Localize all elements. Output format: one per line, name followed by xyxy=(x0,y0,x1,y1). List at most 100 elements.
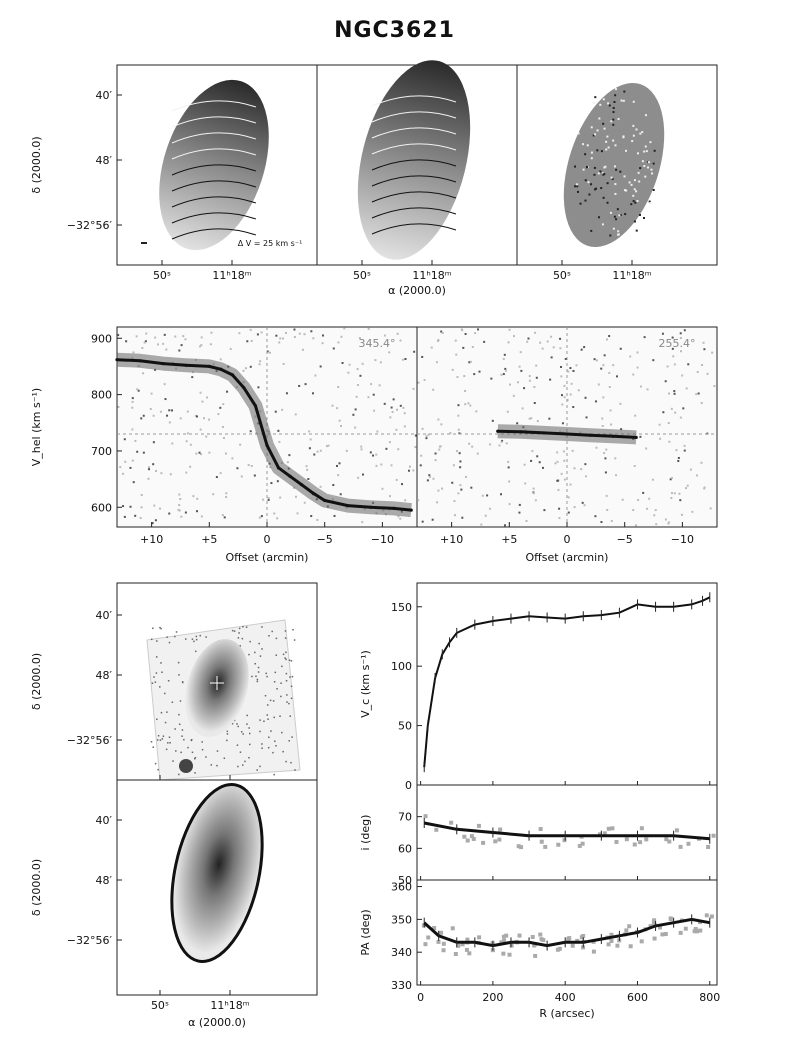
residual-pixel xyxy=(584,199,587,202)
pv-noise-pixel xyxy=(250,339,253,342)
pv-noise-pixel xyxy=(184,338,187,341)
optical-background-star xyxy=(236,723,238,725)
pv-noise-pixel xyxy=(458,432,461,435)
pv-noise-pixel xyxy=(474,332,477,335)
pv-noise-pixel xyxy=(489,507,492,510)
pv-noise-pixel xyxy=(171,442,174,445)
optical-background-star xyxy=(160,627,162,630)
optical-background-star xyxy=(242,625,244,628)
pv-noise-pixel xyxy=(404,357,407,360)
optical-background-star xyxy=(263,720,265,723)
pv-noise-pixel xyxy=(238,332,241,335)
pv-noise-pixel xyxy=(701,364,704,367)
optical-background-star xyxy=(187,746,189,749)
pv-noise-pixel xyxy=(491,419,494,422)
pv-noise-pixel xyxy=(219,472,222,475)
pv-noise-pixel xyxy=(566,399,569,402)
optical-background-star xyxy=(259,765,261,768)
pv-noise-pixel xyxy=(372,454,375,457)
pv-noise-pixel xyxy=(247,463,250,466)
pv-noise-pixel xyxy=(117,334,120,337)
pv-noise-pixel xyxy=(500,493,503,496)
ring-fit-point xyxy=(539,839,544,844)
ring-fit-point xyxy=(538,827,543,832)
pv-noise-pixel xyxy=(339,424,342,427)
optical-background-star xyxy=(181,729,184,731)
pv-noise-pixel xyxy=(310,330,313,333)
isovelocity-contour xyxy=(371,143,457,155)
residual-pixel xyxy=(622,99,625,102)
pv-noise-pixel xyxy=(244,367,247,370)
pv-noise-pixel xyxy=(189,443,192,446)
ra-axis-label: α (2000.0) xyxy=(188,1016,246,1029)
pv-noise-pixel xyxy=(375,464,378,467)
pv-noise-pixel xyxy=(457,492,460,495)
pv-point xyxy=(230,373,234,377)
pv-noise-pixel xyxy=(275,334,278,337)
optical-background-star xyxy=(180,751,182,754)
pv-noise-pixel xyxy=(670,407,673,410)
pv-noise-pixel xyxy=(378,384,381,387)
optical-background-star xyxy=(165,748,168,751)
ring-fit-point xyxy=(423,814,428,819)
pv-noise-pixel xyxy=(200,515,203,518)
dec-tick-label: 48′ xyxy=(96,669,113,682)
residual-pixel xyxy=(593,188,596,191)
pv-noise-pixel xyxy=(581,501,584,504)
pv-noise-pixel xyxy=(620,428,623,431)
pv-noise-pixel xyxy=(355,395,358,398)
optical-background-star xyxy=(239,751,242,753)
pv-noise-pixel xyxy=(201,400,204,403)
ring-fit-point xyxy=(579,935,584,940)
pv-noise-pixel xyxy=(185,471,188,474)
residual-pixel xyxy=(606,201,609,204)
pv-noise-pixel xyxy=(673,363,676,366)
residual-pixel xyxy=(615,218,618,221)
optical-background-star xyxy=(288,659,291,662)
residual-pixel xyxy=(576,185,579,188)
ring-fit-point xyxy=(610,826,615,831)
optical-background-star xyxy=(290,660,293,662)
isovelocity-contour xyxy=(171,148,257,160)
optical-background-star xyxy=(162,735,165,737)
ra-tick-label: 50ˢ xyxy=(153,269,171,282)
pv-point xyxy=(369,505,373,509)
pv-noise-pixel xyxy=(695,474,698,477)
pv-point xyxy=(300,483,304,487)
pv-noise-pixel xyxy=(407,469,410,472)
optical-background-star xyxy=(257,666,260,669)
ring-fit-point xyxy=(467,951,472,956)
pv-noise-pixel xyxy=(296,512,299,515)
residual-pixel xyxy=(590,229,593,232)
residual-pixel xyxy=(607,102,610,105)
pv-noise-pixel xyxy=(402,358,405,361)
pv-noise-pixel xyxy=(178,349,181,352)
pv-noise-pixel xyxy=(154,469,157,472)
pv-noise-pixel xyxy=(269,351,272,354)
pv-x-tick-label: +5 xyxy=(501,533,517,546)
optical-background-star xyxy=(160,662,162,664)
optical-background-star xyxy=(254,662,256,665)
pv-noise-pixel xyxy=(132,351,135,354)
residual-pixel xyxy=(642,217,645,220)
pv-noise-pixel xyxy=(509,383,512,386)
pv-noise-pixel xyxy=(162,342,165,345)
pv-noise-pixel xyxy=(563,478,566,481)
optical-background-star xyxy=(242,733,244,735)
ring-fit-point xyxy=(606,826,611,831)
ring-fit-point xyxy=(652,936,657,941)
pv-noise-pixel xyxy=(457,414,460,417)
pv-noise-pixel xyxy=(681,374,684,377)
ring-fit-point xyxy=(504,933,509,938)
pv-noise-pixel xyxy=(119,466,122,469)
pv-noise-pixel xyxy=(645,447,648,450)
pv-noise-pixel xyxy=(639,385,642,388)
pv-noise-pixel xyxy=(260,331,263,334)
pv-noise-pixel xyxy=(677,459,680,462)
pv-noise-pixel xyxy=(425,437,428,440)
ring-fit-point xyxy=(693,927,698,932)
pv-y-tick-label: 900 xyxy=(91,332,112,345)
pv-point xyxy=(634,435,638,440)
pv-noise-pixel xyxy=(198,451,201,454)
residual-pixel xyxy=(648,161,651,164)
